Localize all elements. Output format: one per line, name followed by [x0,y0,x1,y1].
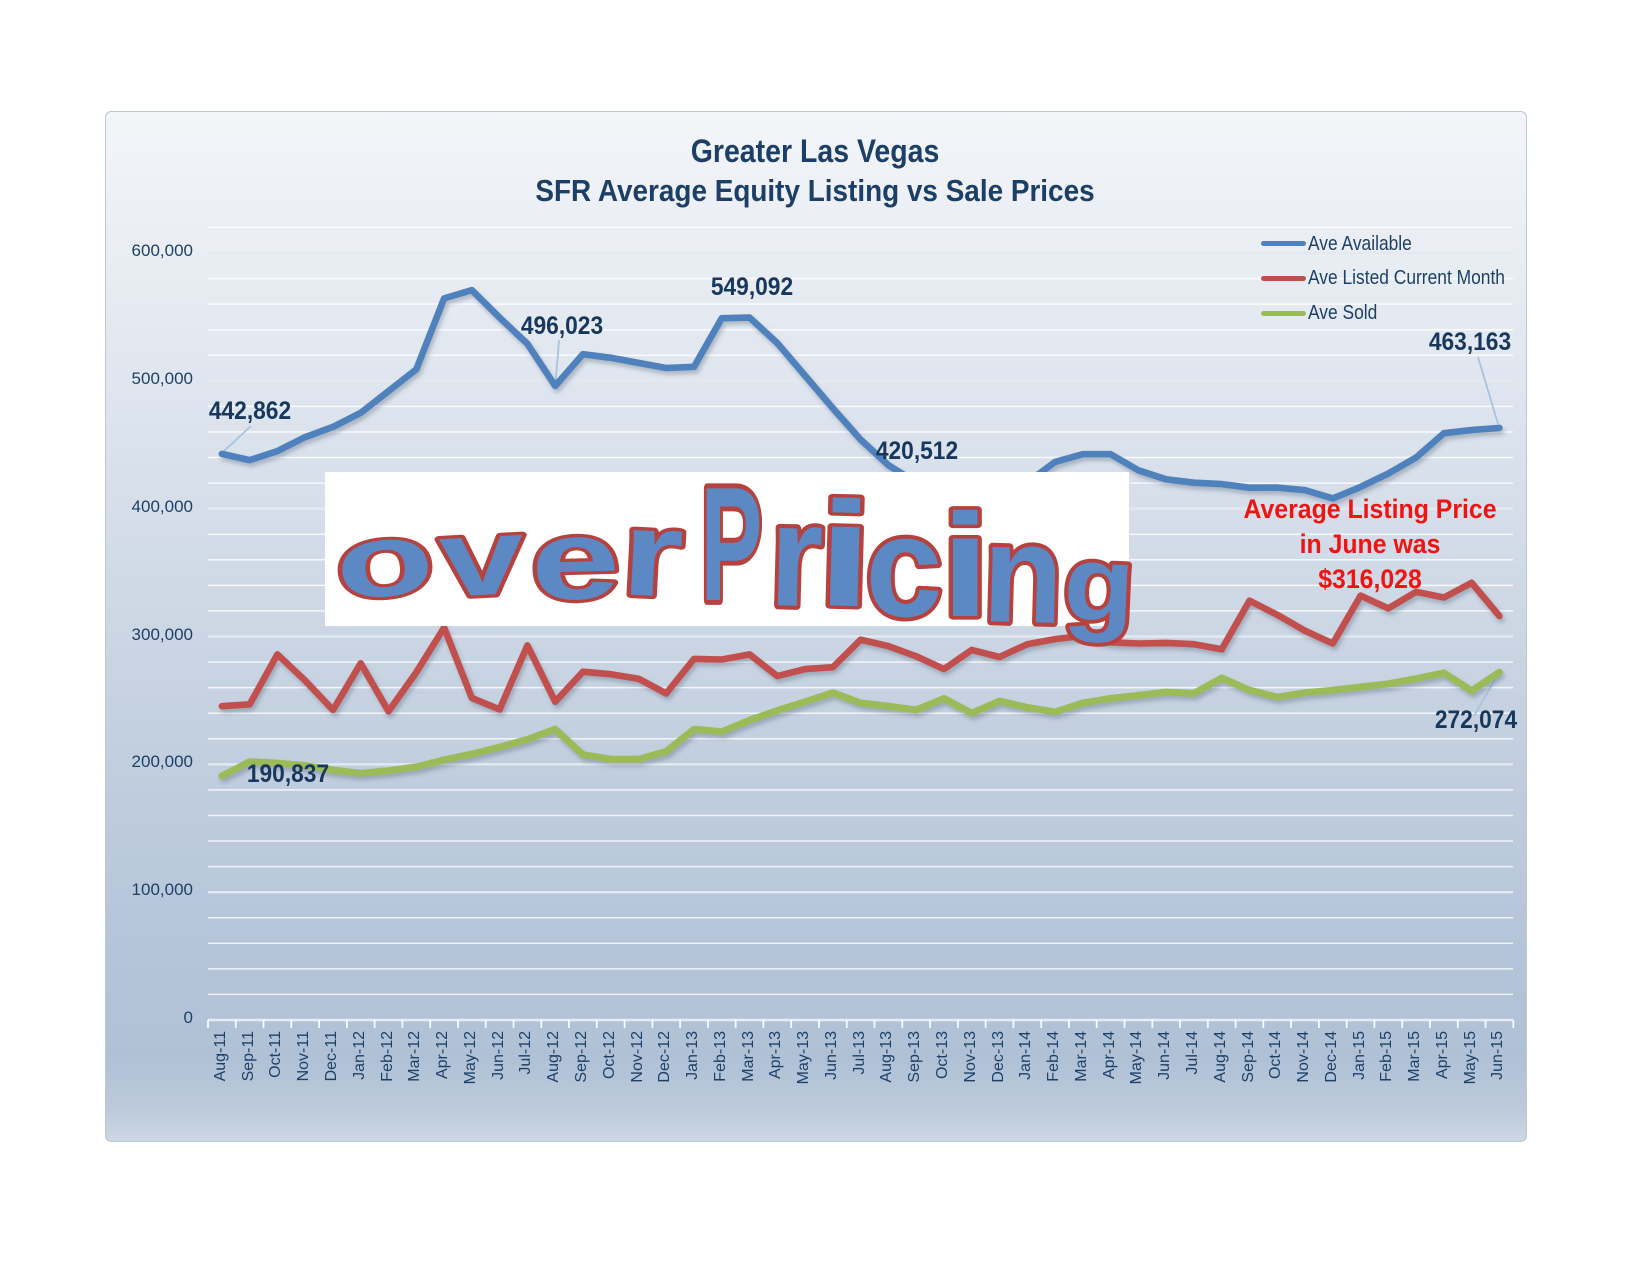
svg-text:o: o [330,498,438,622]
svg-text:i: i [941,483,991,647]
svg-text:g: g [1061,522,1137,645]
svg-text:P: P [701,454,763,636]
svg-text:v: v [436,494,527,621]
svg-text:c: c [865,486,942,647]
svg-text:e: e [529,494,622,624]
svg-text:i: i [815,471,875,639]
svg-text:r: r [768,474,825,639]
svg-text:r: r [619,484,687,624]
svg-text:n: n [981,494,1065,653]
